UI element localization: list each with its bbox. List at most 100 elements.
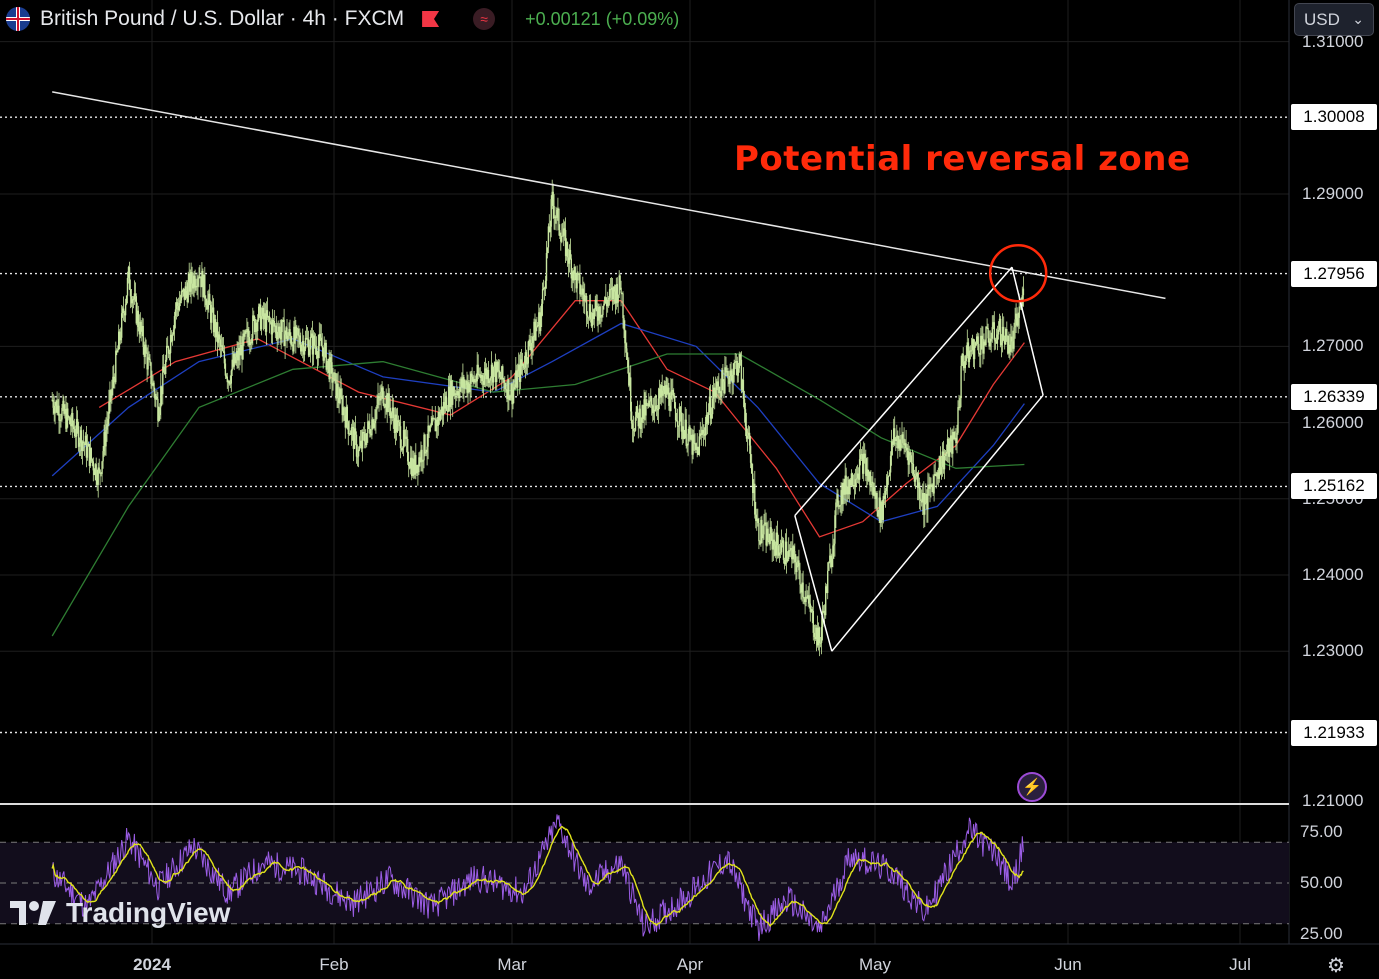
candle-body bbox=[494, 362, 497, 382]
candle-body bbox=[834, 515, 836, 544]
candle-body bbox=[503, 379, 505, 383]
candle-body bbox=[248, 337, 250, 345]
candle-body bbox=[507, 379, 509, 399]
candle-body bbox=[823, 610, 826, 616]
candle-body bbox=[375, 409, 377, 421]
candle-body bbox=[481, 375, 483, 381]
candle-body bbox=[717, 381, 719, 387]
candle-body bbox=[213, 319, 216, 333]
candle-body bbox=[146, 352, 148, 370]
candle-body bbox=[390, 412, 392, 419]
candle-body bbox=[896, 435, 898, 439]
candle-body bbox=[482, 381, 485, 385]
candle-body bbox=[864, 453, 866, 459]
candle-body bbox=[251, 338, 253, 344]
candle-body bbox=[335, 373, 337, 399]
candle-body bbox=[678, 406, 681, 426]
flash-icon[interactable]: ⚡ bbox=[1017, 772, 1047, 802]
candle-body bbox=[379, 398, 381, 401]
candle-body bbox=[859, 454, 862, 460]
chart-drawings[interactable] bbox=[52, 91, 1166, 652]
candle-body bbox=[504, 382, 506, 390]
candle-body bbox=[600, 315, 602, 318]
market-status-icon[interactable] bbox=[422, 11, 440, 27]
candle-body bbox=[930, 484, 932, 487]
candle-body bbox=[307, 339, 310, 356]
currency-selector[interactable]: USD ⌄ bbox=[1294, 3, 1374, 36]
candle-body bbox=[981, 335, 983, 340]
candle-body bbox=[265, 310, 268, 332]
candle-body bbox=[623, 318, 625, 330]
candle-body bbox=[423, 434, 425, 461]
candle-body bbox=[878, 497, 880, 517]
candle-body bbox=[996, 334, 999, 344]
candle-body bbox=[376, 405, 378, 410]
candle-body bbox=[458, 395, 460, 398]
price-tick-label: 1.26000 bbox=[1302, 412, 1364, 432]
candle-body bbox=[725, 367, 727, 373]
settings-icon[interactable]: ⚙ bbox=[1327, 954, 1345, 977]
indicator-icon[interactable]: ≈ bbox=[473, 8, 496, 30]
channel-start-edge[interactable] bbox=[794, 515, 833, 652]
candle-body bbox=[655, 405, 658, 409]
candle-body bbox=[550, 199, 552, 227]
candle-body bbox=[199, 276, 201, 278]
candle-body bbox=[934, 473, 936, 476]
symbol-title[interactable]: British Pound / U.S. Dollar · 4h · FXCM bbox=[40, 7, 405, 30]
tradingview-logo: TradingView bbox=[10, 897, 230, 929]
candle-body bbox=[681, 426, 683, 432]
candle-body bbox=[712, 387, 715, 399]
candle-body bbox=[568, 250, 571, 264]
candle-body bbox=[384, 406, 386, 408]
candle-body bbox=[151, 384, 153, 386]
candle-body bbox=[926, 493, 928, 510]
candle-body bbox=[785, 541, 788, 562]
candle-body bbox=[917, 482, 920, 488]
candle-body bbox=[972, 339, 975, 360]
candle-body bbox=[301, 345, 303, 352]
candle-body bbox=[610, 287, 613, 290]
candle-body bbox=[53, 407, 55, 414]
channel-lower-line[interactable] bbox=[831, 394, 1044, 652]
candle-body bbox=[57, 405, 59, 414]
candle-body bbox=[843, 482, 845, 495]
candle-body bbox=[436, 419, 438, 426]
descending-trendline[interactable] bbox=[52, 91, 1166, 300]
candle-body bbox=[359, 440, 362, 447]
candle-body bbox=[841, 490, 843, 505]
channel-upper-line[interactable] bbox=[794, 266, 1013, 517]
candle-body bbox=[746, 435, 749, 439]
candle-body bbox=[51, 399, 53, 401]
candle-body bbox=[542, 287, 545, 290]
reversal-zone-annotation[interactable]: Potential reversal zone bbox=[734, 139, 1191, 179]
candle-body bbox=[235, 357, 237, 364]
candle-body bbox=[204, 274, 206, 299]
candle-body bbox=[428, 425, 430, 432]
candle-body bbox=[361, 432, 364, 449]
candle-body bbox=[704, 424, 707, 436]
candle-body bbox=[508, 379, 510, 400]
candle-body bbox=[98, 467, 100, 471]
candle-body bbox=[427, 425, 429, 447]
candle-body bbox=[262, 307, 265, 320]
candle-body bbox=[835, 502, 837, 516]
candle-body bbox=[164, 372, 166, 374]
candle-body bbox=[690, 434, 692, 440]
candle-body bbox=[781, 540, 784, 543]
candle-body bbox=[289, 329, 291, 336]
candle-body bbox=[911, 463, 914, 464]
reversal-zone-circle[interactable] bbox=[988, 243, 1048, 303]
candle-body bbox=[630, 377, 632, 412]
candle-body bbox=[152, 382, 154, 386]
candle-body bbox=[435, 419, 437, 432]
candle-body bbox=[321, 345, 323, 348]
candle-body bbox=[745, 426, 748, 439]
channel-end-edge[interactable] bbox=[1011, 266, 1044, 396]
candle-body bbox=[552, 191, 554, 206]
candle-body bbox=[181, 291, 183, 293]
candle-body bbox=[986, 326, 988, 328]
candle-body bbox=[178, 303, 181, 311]
candle-body bbox=[501, 366, 503, 380]
candle-body bbox=[443, 402, 446, 409]
